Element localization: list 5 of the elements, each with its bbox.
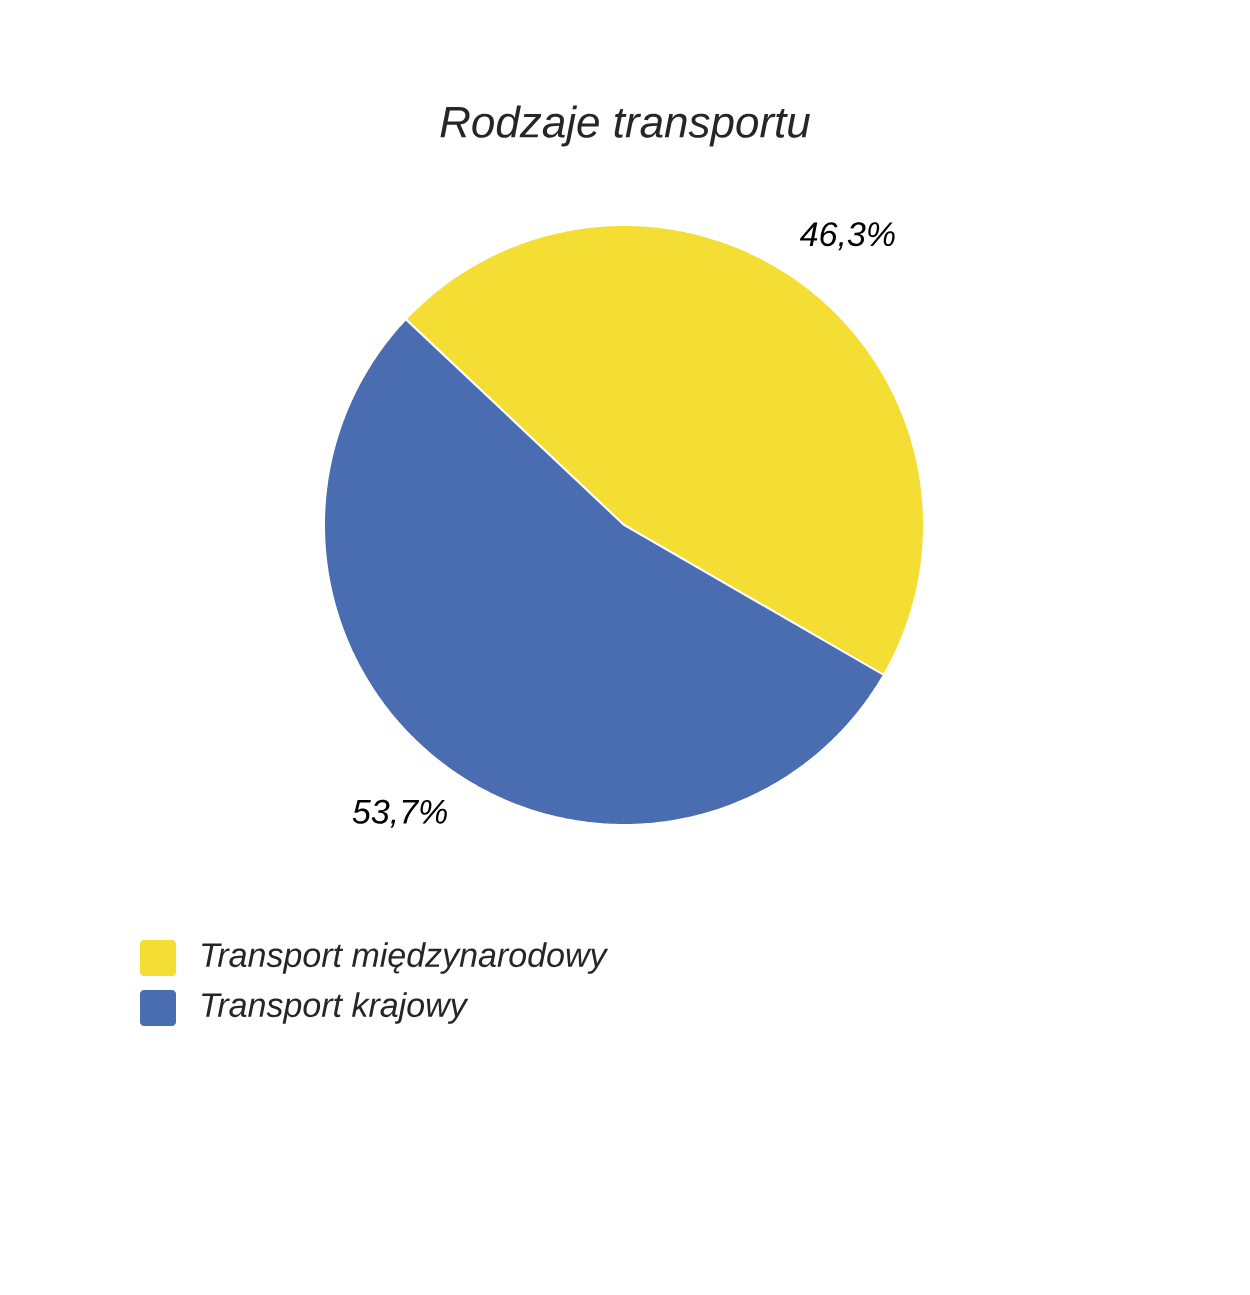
legend-label: Transport międzynarodowy [202, 942, 609, 974]
chart-title: Rodzaje transportu [440, 105, 810, 147]
data-label: 53,7% [352, 799, 447, 828]
data-label: 46,3% [799, 222, 895, 251]
legend-label: Transport krajowy [202, 992, 469, 1024]
